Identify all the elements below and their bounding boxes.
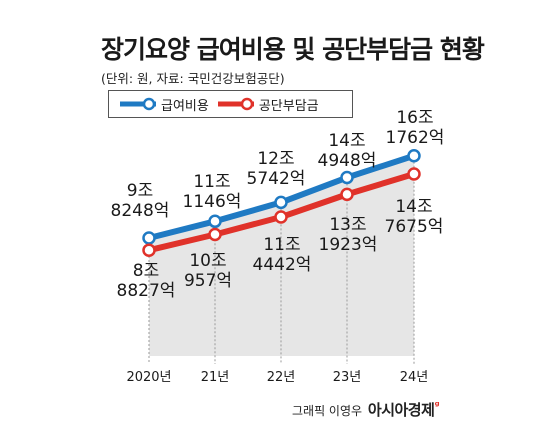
legend-swatch-benefit [120,97,156,111]
point-benefit [142,231,156,245]
data-label-public: 13조 1923억 [319,215,378,255]
point-public [274,210,288,224]
point-benefit [340,170,354,185]
point-benefit [208,214,222,229]
credit-text: 그래픽 이영우 [292,404,363,418]
x-tick-label: 23년 [333,370,362,385]
brand-mark-icon: ᵍ [434,399,440,412]
legend-label-benefit: 급여비용 [161,98,209,114]
data-label-public: 10조 957억 [184,251,232,291]
x-tick-label: 21년 [201,370,230,385]
data-label-benefit: 16조 1762억 [386,108,445,148]
point-public [142,243,156,257]
x-tick-label: 22년 [267,370,296,385]
x-tick-label: 24년 [400,370,429,385]
area-fill [149,155,414,356]
point-public [340,187,354,202]
legend-item-public: 공단부담금 [217,95,319,114]
point-benefit [274,195,288,210]
credit-brand: 아시아경제 [367,401,435,419]
point-public [208,227,222,242]
legend-swatch-public [217,97,254,111]
point-benefit [407,148,421,163]
data-label-benefit: 9조 8248억 [111,181,170,221]
legend-item-benefit: 급여비용 [119,95,209,114]
data-label-public: 8조 8827억 [117,261,176,301]
legend: 급여비용 공단부담금 [108,90,353,118]
legend-label-public: 공단부담금 [258,98,319,114]
chart-subtitle: (단위: 원, 자료: 국민건강보험공단) [101,71,285,86]
data-label-public: 14조 7675억 [385,197,444,237]
data-label-benefit: 12조 5742억 [247,149,306,189]
point-public [407,167,421,181]
chart-title: 장기요양 급여비용 및 공단부담금 현황 [101,35,485,64]
x-tick-label: 2020년 [126,370,171,385]
data-label-public: 11조 4442억 [253,235,312,275]
data-label-benefit: 14조 4948억 [318,131,377,171]
credit: 그래픽 이영우 아시아경제ᵍ [292,399,440,420]
data-label-benefit: 11조 1146억 [183,172,242,212]
